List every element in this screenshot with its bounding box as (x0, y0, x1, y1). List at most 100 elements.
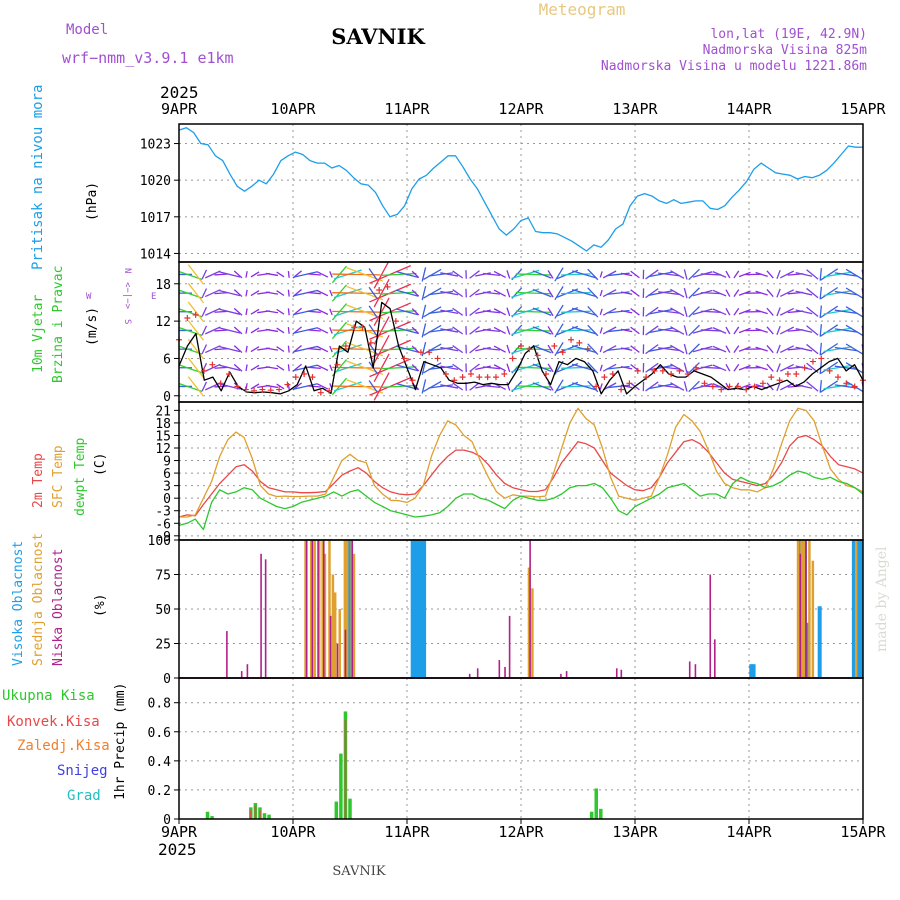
wind-gust-marker (434, 355, 441, 362)
wind-gust-marker (251, 387, 258, 394)
wind-vector (428, 384, 454, 389)
wind-vector (620, 384, 633, 389)
wind-vector (602, 363, 617, 372)
wind-vector (329, 289, 333, 297)
precip-total-bar (599, 808, 603, 819)
wind-vector (293, 289, 318, 297)
cloud-low-bar (246, 664, 249, 678)
wind-vector (316, 308, 329, 315)
wind-gust-marker (459, 374, 466, 381)
wind-vector (820, 342, 839, 356)
wind-vector (725, 308, 731, 316)
wind-vector (440, 272, 459, 277)
wind-vector (820, 361, 839, 374)
wind-vector (834, 290, 858, 296)
wind-vector (411, 308, 420, 316)
wind-vector (776, 344, 781, 354)
wind-vector (395, 308, 419, 316)
credit-text: made by Angel (874, 546, 890, 652)
wind-vector (587, 380, 599, 393)
wind-vector (725, 345, 731, 353)
cloud-low-bar (240, 671, 243, 678)
wind-vector (670, 307, 685, 317)
wind-vector (780, 270, 794, 279)
wind-vector (307, 273, 321, 276)
wind-vector (820, 324, 839, 337)
wind-vector (561, 385, 591, 388)
wind-vector (293, 308, 318, 316)
y-tick-label: -9 (155, 530, 171, 545)
wind-vector (700, 347, 722, 351)
wind-vector (820, 380, 839, 393)
wind-vector (776, 269, 781, 279)
wind-vector (599, 327, 603, 334)
wind-gust-marker (276, 386, 283, 393)
wind-vector (532, 344, 552, 354)
cloud-high-bar (817, 606, 822, 678)
wind-vector (766, 307, 774, 316)
precip-total-bar (348, 798, 352, 819)
y-tick-label: 9 (163, 455, 171, 470)
wind-vector (316, 364, 329, 371)
cloud-mid-bar (321, 540, 324, 678)
y-tick-label: 6 (163, 352, 171, 367)
wind-vector (587, 362, 599, 374)
wind-vector (469, 326, 480, 335)
temp-unit: (C) (93, 453, 108, 476)
wind-vector (179, 326, 203, 337)
wind-vector (423, 380, 442, 393)
wind-gust-marker (626, 380, 633, 387)
y-tick-label: 0 (163, 813, 171, 828)
wind-vector (823, 271, 852, 278)
wind-vector (482, 366, 501, 370)
wind-vector (647, 383, 673, 390)
wind-vector (482, 347, 501, 351)
wind-vector (795, 290, 813, 296)
wind-vector (602, 382, 617, 391)
wind-vector (276, 383, 285, 390)
cloud-mid-bar (338, 609, 341, 678)
wind-vector (380, 310, 417, 314)
cloud-low-bar (565, 671, 568, 678)
wind-vector (554, 379, 564, 394)
wind-vector (469, 344, 480, 354)
wind-vector (587, 306, 599, 318)
y-tick-label: 1017 (140, 211, 171, 226)
cloud-mid-bar (811, 560, 815, 678)
wind-vector (493, 289, 506, 297)
wind-dir-arrows: <−|−> (122, 282, 132, 310)
y-tick-label: 18 (155, 417, 171, 432)
wind-vector (780, 326, 794, 335)
wind-vector (276, 290, 285, 297)
y-tick-label: 0 (163, 672, 171, 687)
wind-vector (532, 363, 552, 373)
precip-legend-conv: Konvek.Kisa (7, 714, 100, 730)
wind-vector (670, 270, 685, 279)
cloud-high-bar (749, 664, 754, 678)
cloud-ylabel-mid: Srednja Oblacnost (31, 533, 46, 666)
wind-ylabel-1: 10m Vjetar (31, 295, 46, 373)
wind-gust-marker (467, 371, 474, 377)
wind-vector (421, 304, 427, 319)
wind-gust-marker (518, 343, 524, 349)
wind-vector (187, 357, 205, 378)
wind-gust-marker (701, 380, 708, 387)
wind-vector (332, 366, 381, 369)
wind-vector (506, 344, 511, 354)
wind-vector (647, 271, 673, 278)
wind-gust-marker (376, 287, 383, 293)
wind-vector (233, 307, 243, 316)
wind-vector (219, 271, 241, 278)
wind-vector (766, 289, 774, 298)
wind-gust-marker (267, 387, 274, 394)
wind-vector (806, 343, 819, 355)
wind-vector (475, 272, 491, 277)
wind-vector (293, 327, 318, 334)
wind-vector (475, 346, 491, 352)
cloud-high-bar (751, 664, 756, 678)
wind-vector (688, 343, 700, 355)
cloud-high-bar (419, 540, 424, 678)
wind-gust-marker (284, 381, 291, 388)
x-tick-label-top: 12APR (498, 100, 544, 118)
wind-unit: (m/s) (85, 307, 100, 346)
